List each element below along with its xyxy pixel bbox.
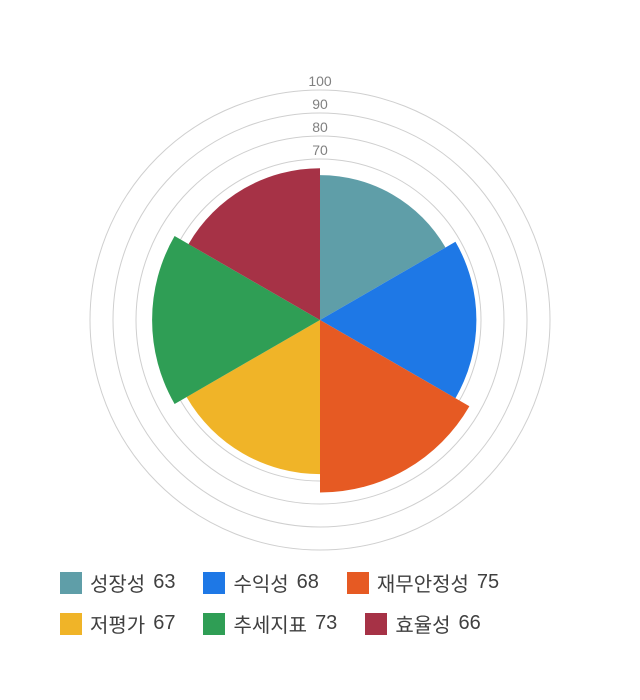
legend-swatch xyxy=(365,613,387,635)
axis-tick-label: 70 xyxy=(312,142,328,158)
legend-label: 저평가 xyxy=(90,609,145,638)
legend-swatch xyxy=(203,613,225,635)
legend-value: 75 xyxy=(477,571,499,594)
axis-tick-label: 80 xyxy=(312,119,328,135)
legend-label: 추세지표 xyxy=(233,609,307,638)
legend-label: 수익성 xyxy=(233,568,288,597)
legend-label: 효율성 xyxy=(395,609,450,638)
polar-chart-svg: 70 80 90 100 xyxy=(40,40,600,560)
legend-label: 재무안정성 xyxy=(377,568,469,597)
legend-swatch xyxy=(60,613,82,635)
chart-legend: 성장성 63 수익성 68 재무안정성 75 저평가 67 추세지표 73 효율성 66 xyxy=(40,560,600,638)
legend-item: 수익성 68 xyxy=(203,568,318,597)
legend-item: 재무안정성 75 xyxy=(347,568,499,597)
legend-item: 저평가 67 xyxy=(60,609,175,638)
legend-value: 63 xyxy=(153,571,175,594)
legend-swatch xyxy=(60,572,82,594)
legend-value: 73 xyxy=(315,612,337,635)
legend-value: 66 xyxy=(459,612,481,635)
legend-swatch xyxy=(347,572,369,594)
legend-item: 성장성 63 xyxy=(60,568,175,597)
polar-chart: 70 80 90 100 xyxy=(40,40,600,560)
axis-tick-label: 100 xyxy=(308,73,332,89)
legend-swatch xyxy=(203,572,225,594)
legend-value: 68 xyxy=(297,571,319,594)
legend-item: 효율성 66 xyxy=(365,609,480,638)
legend-label: 성장성 xyxy=(90,568,145,597)
legend-item: 추세지표 73 xyxy=(203,609,337,638)
axis-tick-label: 90 xyxy=(312,96,328,112)
legend-value: 67 xyxy=(153,612,175,635)
